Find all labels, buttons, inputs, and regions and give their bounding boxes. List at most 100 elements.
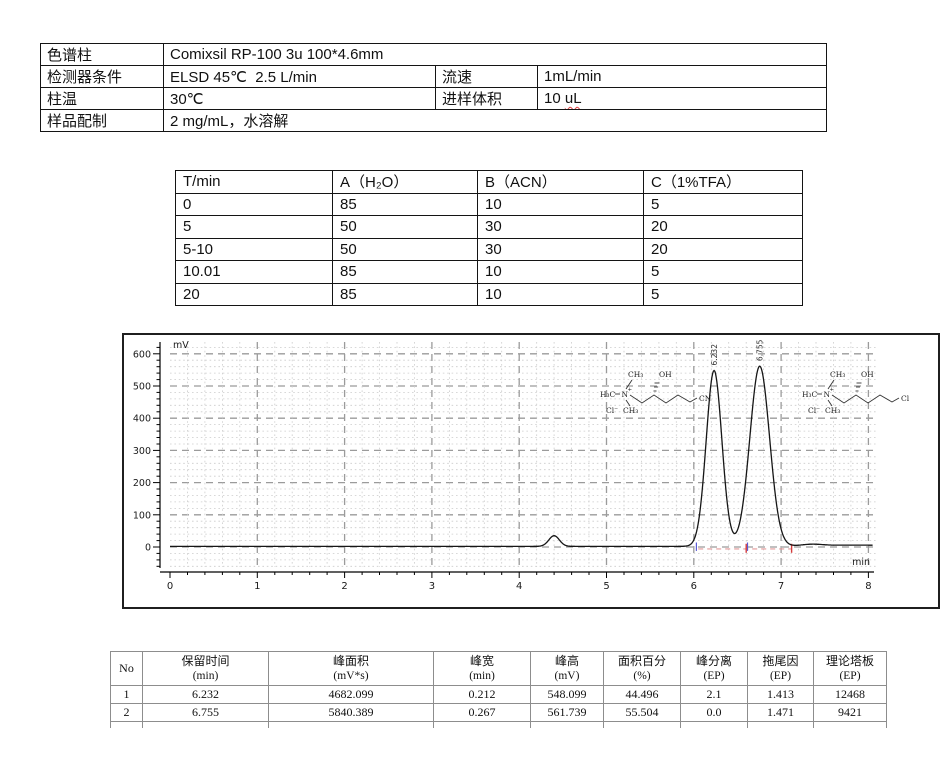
gradient-cell: 30 [477,237,644,261]
gradient-row: 0 85 10 5 [175,192,803,216]
condition-value: 10 uL [536,87,828,110]
peak-rt-label: 6.755 [756,339,765,361]
condition-label: 进样体积 [435,87,538,110]
charge-label: + [628,387,633,393]
spellcheck-underlined-text: uL [564,90,582,107]
results-header-cell: 峰面积 (mV*s) [268,651,434,686]
structure-bonds [615,379,698,407]
results-cell: 12468 [813,685,887,704]
structure-bonds [817,379,900,407]
condition-label: 样品配制 [40,109,164,132]
table-row: 柱温 30℃ 进样体积 10 uL [40,87,828,110]
results-header-cell: 峰宽 (min) [433,651,531,686]
gradient-cell: 20 [643,215,803,239]
structure-labels: CH₃ OH H₃C N + Cl⁻ CH₃ Cl [802,370,910,415]
terminal-group-label: Cl [901,394,910,403]
condition-value: Comixsil RP-100 3u 100*4.6mm [162,43,828,66]
hydroxyl-label: OH [861,370,874,379]
results-cell: 1.413 [747,685,814,704]
results-header-cell: 保留时间 (min) [142,651,269,686]
results-cell: 2.1 [680,685,748,704]
gradient-cell: 5 [643,282,803,306]
results-cell: 2 [110,703,143,722]
x-tick-label: 1 [254,581,260,592]
y-tick-label: 100 [133,510,151,521]
condition-label: 色谱柱 [40,43,164,66]
gradient-cell: 5-10 [175,237,333,261]
x-tick-label: 7 [778,581,784,592]
x-tick-label: 8 [865,581,871,592]
gradient-cell: 10 [477,282,644,306]
results-row: 1 6.232 4682.099 0.212 548.099 44.496 2.1 1.413… [110,685,887,704]
grid [170,342,876,567]
terminal-group-label: CN [699,394,712,403]
counterion-label: Cl⁻ [606,406,618,415]
table-row: 检测器条件 ELSD 45℃ 2.5 L/min 流速 1mL/min [40,65,828,88]
gradient-cell: 0 [175,192,333,216]
results-cell: 561.739 [530,703,604,722]
gradient-cell: 20 [175,282,333,306]
condition-value: ELSD 45℃ 2.5 L/min [163,65,436,88]
nitrogen-label: N [622,390,629,399]
results-cell: 5840.389 [268,703,434,722]
gradient-cell: 5 [643,192,803,216]
gradient-cell: 85 [332,192,478,216]
results-cell: 6.232 [142,685,269,704]
x-tick-label: 0 [167,581,173,592]
methyl-label: CH₃ [825,406,840,415]
gradient-cell: 85 [332,260,478,284]
structure-labels: CH₃ OH H₃C N + Cl⁻ CH₃ CN [600,370,712,415]
charge-label: + [830,387,835,393]
x-tick-label: 6 [691,581,697,592]
results-cell: 0.267 [433,703,531,722]
gradient-row: 5 50 30 20 [175,215,803,239]
gradient-program-table: T/min A（H₂O） B（ACN） C（1%TFA） 0 85 10 5 5 50 30 20 5… [175,170,803,306]
gradient-cell: 30 [477,215,644,239]
condition-label: 检测器条件 [40,65,164,88]
cropped-row-stub [110,721,887,728]
results-header-cell: 峰高 (mV) [530,651,604,686]
x-tick-label: 2 [341,581,347,592]
peak-rt-label: 6.232 [710,344,719,366]
results-cell: 44.496 [603,685,681,704]
methyl-label: CH₃ [623,406,638,415]
gradient-row: 20 85 10 5 [175,282,803,306]
peak-results-table: No 保留时间 (min) 峰面积 (mV*s) 峰宽 (min) 峰高 (mV) 面积百分 (%)… [110,651,887,728]
y-tick-label: 200 [133,478,151,489]
gradient-header-row: T/min A（H₂O） B（ACN） C（1%TFA） [175,170,803,194]
methyl-label: CH₃ [830,370,845,379]
gradient-cell: 85 [332,282,478,306]
y-tick-label: 400 [133,414,151,425]
gradient-cell: 50 [332,215,478,239]
axes: 0 100 200 300 400 500 600 0 1 2 3 4 5 6 7 8 mV min [133,340,874,592]
structure-cyano-compound: CH₃ OH H₃C N + Cl⁻ CH₃ CN [600,370,712,415]
results-cell: 1 [110,685,143,704]
table-row: 色谱柱 Comixsil RP-100 3u 100*4.6mm [40,43,828,66]
structure-chloro-compound: CH₃ OH H₃C N + Cl⁻ CH₃ Cl [802,370,910,415]
x-axis-unit: min [852,557,870,568]
y-tick-label: 500 [133,382,151,393]
results-header-cell: 面积百分 (%) [603,651,681,686]
results-cell: 0.0 [680,703,748,722]
results-cell: 548.099 [530,685,604,704]
results-header-cell: 理论塔板 (EP) [813,651,887,686]
gradient-cell: 10 [477,260,644,284]
methyl-label: H₃C [600,390,616,399]
y-tick-label: 0 [145,543,151,554]
signal-trace [170,365,873,548]
results-header-cell: 峰分离 (EP) [680,651,748,686]
y-axis-unit: mV [173,340,189,351]
gradient-cell: 50 [332,237,478,261]
hplc-conditions-table: 色谱柱 Comixsil RP-100 3u 100*4.6mm 检测器条件 E… [40,43,828,132]
condition-value: 1mL/min [536,65,828,88]
chromatogram: 0 100 200 300 400 500 600 0 1 2 3 4 5 6 7 8 mV min 6.232 6.… [122,333,940,609]
counterion-label: Cl⁻ [808,406,820,415]
gradient-cell: 5 [643,260,803,284]
results-cell: 9421 [813,703,887,722]
y-tick-label: 300 [133,446,151,457]
methyl-label: H₃C [802,390,818,399]
injection-volume: 10 [544,90,565,107]
gradient-row: 10.01 85 10 5 [175,260,803,284]
hydroxyl-label: OH [659,370,672,379]
